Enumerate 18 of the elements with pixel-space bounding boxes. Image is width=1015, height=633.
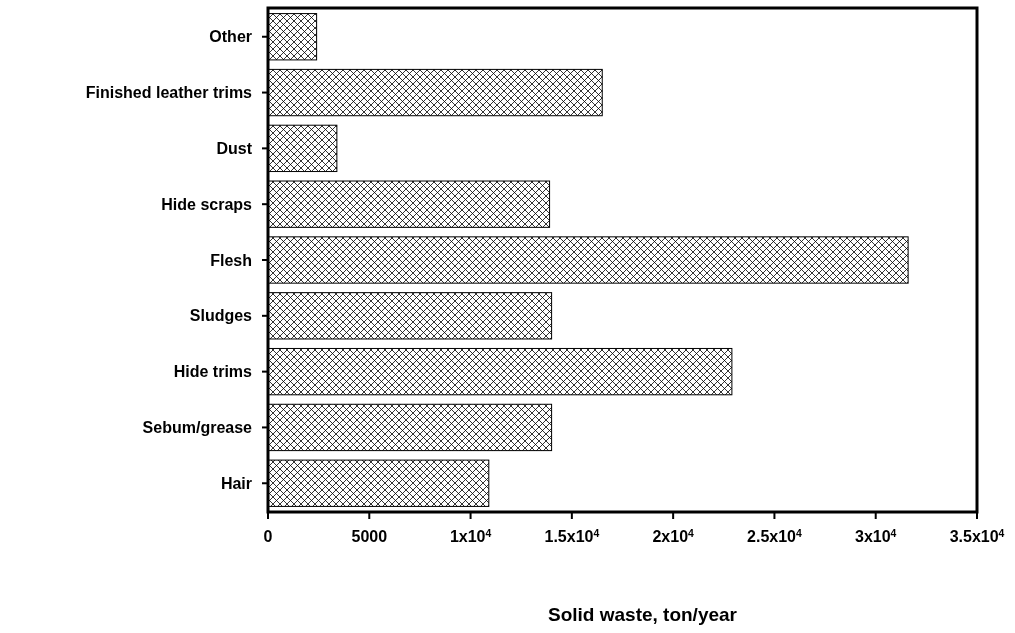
x-tick-label: 3x10$^{4}$ [855, 527, 897, 545]
x-tick-label: 3.5x10$^{4}$ [949, 527, 1005, 545]
y-tick-label: Hair [220, 474, 252, 492]
x-tick-label: 0 [263, 528, 273, 545]
x-tick-label: 5000 [351, 528, 388, 545]
x-axis-title: Solid waste, ton/year [548, 604, 738, 625]
y-tick-label: Sludges [189, 307, 253, 325]
y-tick-label: Hide scraps [161, 195, 253, 213]
y-tick-label: Flesh [210, 251, 252, 269]
y-tick-label: Sebum/grease [142, 419, 253, 437]
x-tick-label: 1x10$^{4}$ [449, 527, 492, 545]
y-tick-label: Finished leather trims [85, 84, 253, 102]
y-tick-label: Other [209, 28, 252, 46]
y-tick-label: Hide trims [173, 363, 253, 381]
y-tick-label: Dust [216, 139, 253, 157]
x-tick-label: 2.5x10$^{4}$ [747, 527, 803, 545]
x-tick-label: 2x10$^{4}$ [652, 527, 695, 545]
x-tick-label: 1.5x10$^{4}$ [544, 527, 600, 545]
